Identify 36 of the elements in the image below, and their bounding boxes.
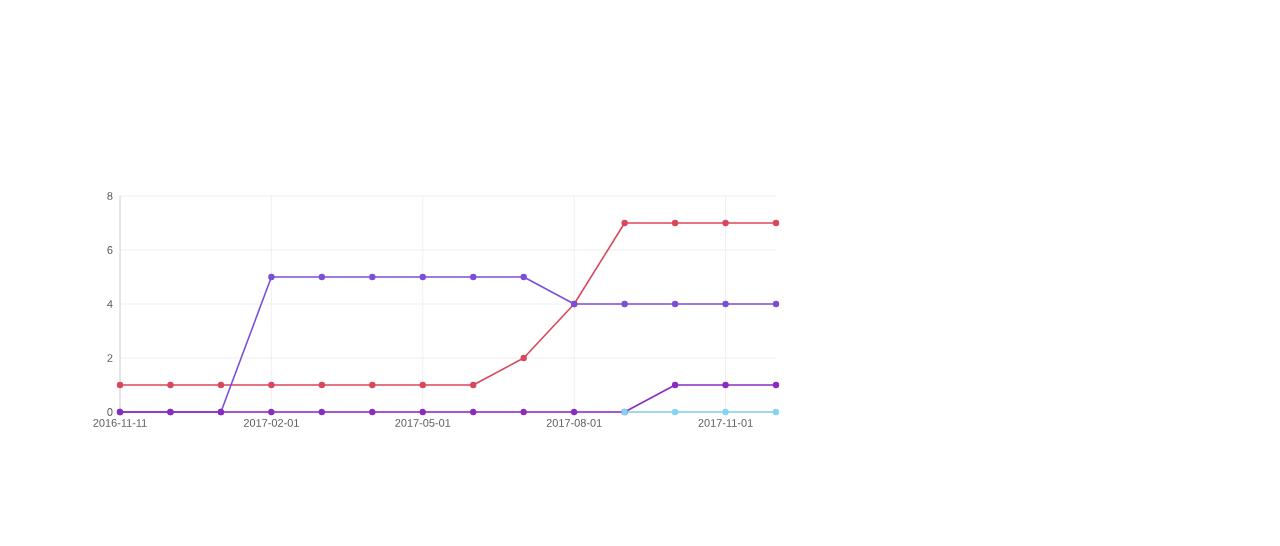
point <box>369 273 376 281</box>
point <box>318 381 326 389</box>
point <box>268 381 275 389</box>
point <box>621 300 628 308</box>
point <box>570 408 578 416</box>
point <box>369 381 376 389</box>
point <box>772 219 780 227</box>
point <box>671 408 679 416</box>
point <box>772 408 780 416</box>
point <box>369 408 376 416</box>
point <box>772 381 780 389</box>
point <box>772 300 780 308</box>
point <box>722 381 729 389</box>
point <box>217 381 225 389</box>
point <box>419 381 426 389</box>
point <box>671 300 679 308</box>
point <box>722 300 729 308</box>
point <box>520 408 527 416</box>
point <box>318 408 326 416</box>
point <box>116 381 124 389</box>
point <box>722 408 729 416</box>
point <box>268 408 275 416</box>
point <box>621 219 628 227</box>
point <box>470 381 477 389</box>
point <box>520 354 527 362</box>
point <box>470 273 477 281</box>
point <box>671 219 679 227</box>
point <box>419 273 426 281</box>
point <box>318 273 326 281</box>
point <box>268 273 275 281</box>
point <box>520 273 527 281</box>
point <box>671 381 679 389</box>
point <box>470 408 477 416</box>
point <box>722 219 729 227</box>
point <box>167 381 174 389</box>
point <box>419 408 426 416</box>
